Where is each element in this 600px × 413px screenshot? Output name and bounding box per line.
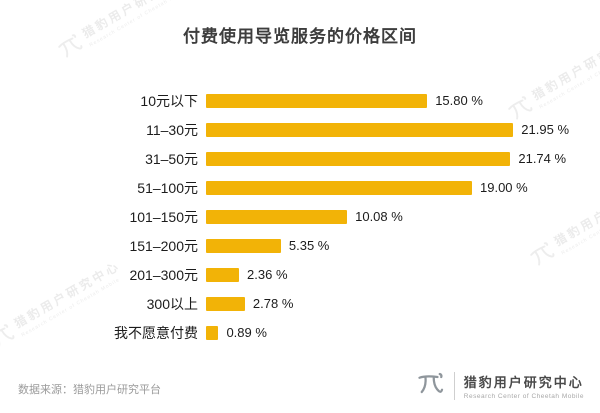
chart-row: 201–300元 2.36 % — [40, 260, 580, 289]
category-label: 101–150元 — [129, 208, 198, 225]
chart-row: 300以上 2.78 % — [40, 289, 580, 318]
value-label: 21.95 % — [521, 122, 569, 137]
chart-row: 10元以下 15.80 % — [40, 86, 580, 115]
category-label: 300以上 — [146, 295, 198, 312]
value-label: 2.78 % — [252, 296, 294, 311]
chart-row: 我不愿意付费 0.89 % — [40, 318, 580, 347]
value-label: 15.80 % — [435, 93, 483, 108]
category-label: 51–100元 — [137, 179, 198, 196]
brand-name: 猎豹用户研究中心 — [463, 374, 584, 390]
value-label: 10.08 % — [355, 209, 403, 224]
bar — [206, 93, 428, 108]
chart-row: 51–100元 19.00 % — [40, 173, 580, 202]
chart-row: 11–30元 21.95 % — [40, 115, 580, 144]
brand-logo-icon — [0, 324, 15, 348]
value-label: 19.00 % — [480, 180, 528, 195]
bar — [206, 325, 219, 340]
chart-row: 31–50元 21.74 % — [40, 144, 580, 173]
category-label: 11–30元 — [146, 121, 198, 138]
bar — [206, 209, 348, 224]
bar-chart: 10元以下 15.80 % 11–30元 21.95 % 31–50元 21.74 % 51… — [40, 86, 580, 347]
data-source-note: 数据来源：猎豹用户研究平台 — [18, 384, 161, 396]
category-label: 31–50元 — [145, 150, 198, 167]
value-label: 21.74 % — [518, 151, 567, 166]
bar — [206, 238, 281, 253]
category-label: 我不愿意付费 — [114, 324, 198, 341]
category-label: 10元以下 — [140, 92, 198, 109]
bar — [206, 151, 511, 166]
brand-logo-icon — [415, 368, 445, 403]
brand-name-en: Research Center of Cheetah Mobile — [463, 392, 584, 400]
value-label: 2.36 % — [247, 267, 288, 282]
bar — [206, 180, 472, 195]
category-label: 201–300元 — [129, 266, 198, 283]
bar — [206, 267, 240, 282]
value-label: 5.35 % — [288, 238, 330, 253]
chart-row: 151–200元 5.35 % — [40, 231, 580, 260]
chart-title: 付费使用导览服务的价格区间 — [183, 27, 417, 46]
value-label: 0.89 % — [226, 325, 267, 340]
category-label: 151–200元 — [129, 237, 198, 254]
bar — [206, 296, 245, 311]
chart-row: 101–150元 10.08 % — [40, 202, 580, 231]
brand-footer: 猎豹用户研究中心 Research Center of Cheetah Mobi… — [415, 368, 584, 403]
bar — [206, 122, 514, 137]
footer-divider — [453, 371, 455, 400]
